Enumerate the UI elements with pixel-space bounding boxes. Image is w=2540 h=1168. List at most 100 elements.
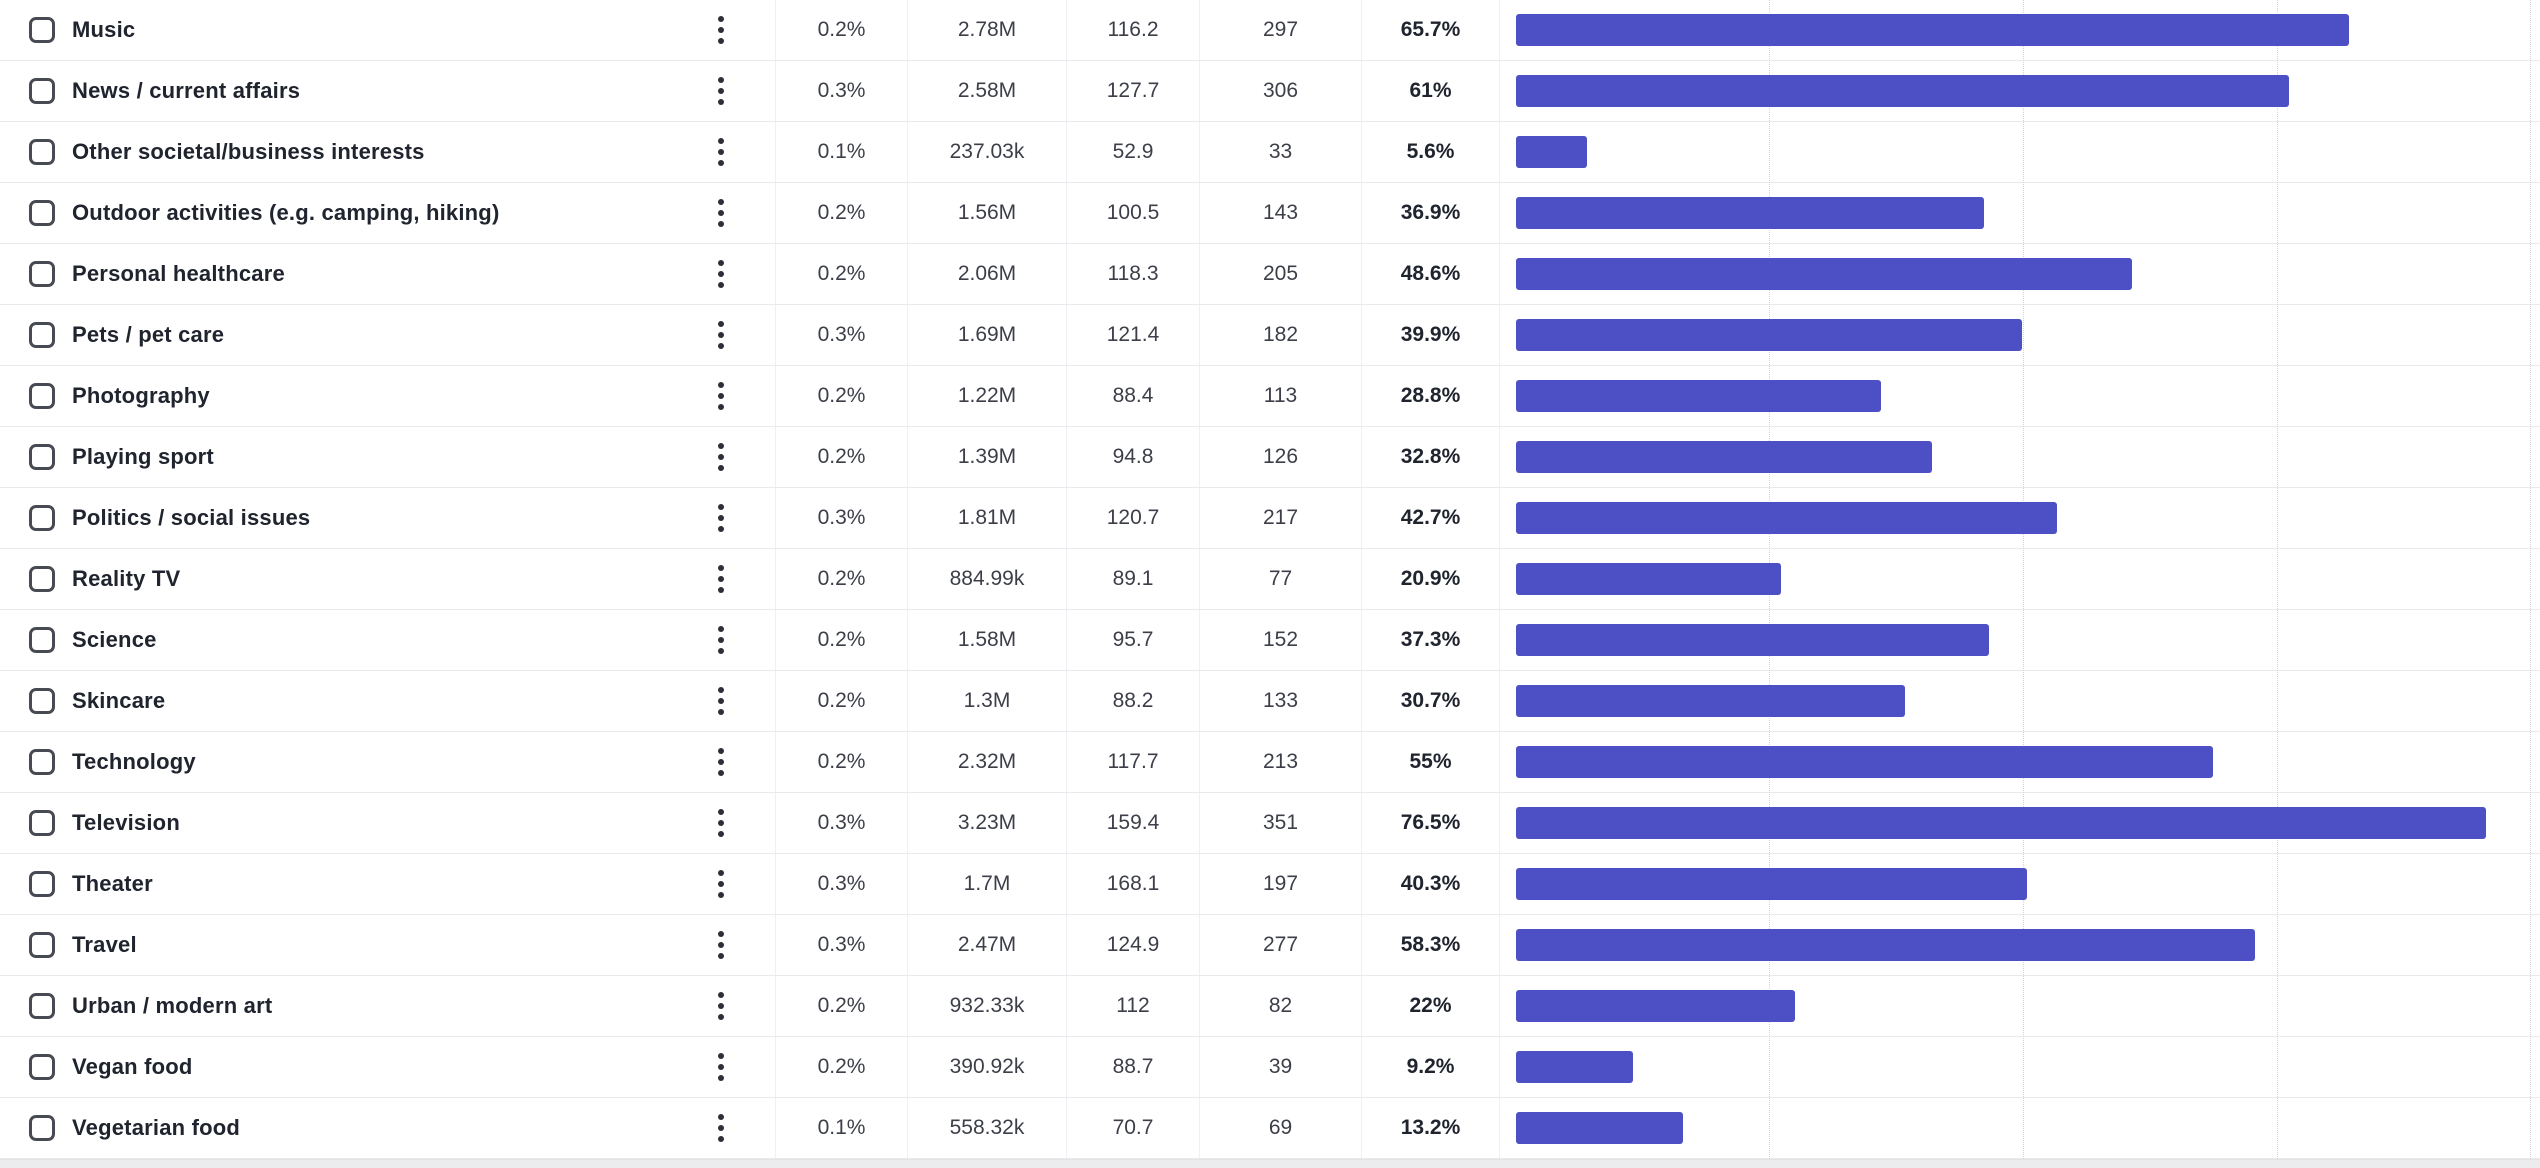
- row-checkbox[interactable]: [29, 566, 55, 592]
- cell-audience-percent: 0.2%: [775, 244, 907, 304]
- row-menu-kebab-icon[interactable]: [703, 8, 739, 52]
- row-menu-kebab-icon[interactable]: [703, 313, 739, 357]
- cell-audience-size: 2.47M: [907, 915, 1066, 975]
- cell-reach-percent: 42.7%: [1361, 488, 1499, 548]
- row-label-cell: Personal healthcare: [0, 244, 775, 304]
- kebab-dot: [718, 931, 724, 937]
- row-checkbox[interactable]: [29, 200, 55, 226]
- cell-audience-size: 1.3M: [907, 671, 1066, 731]
- row-checkbox[interactable]: [29, 139, 55, 165]
- row-label-cell: Science: [0, 610, 775, 670]
- kebab-dot: [718, 1064, 724, 1070]
- row-checkbox[interactable]: [29, 688, 55, 714]
- row-menu-kebab-icon[interactable]: [703, 191, 739, 235]
- row-menu-kebab-icon[interactable]: [703, 801, 739, 845]
- row-checkbox[interactable]: [29, 993, 55, 1019]
- kebab-dot: [718, 282, 724, 288]
- reach-bar: [1516, 746, 2214, 778]
- kebab-dot: [718, 942, 724, 948]
- cell-index: 100.5: [1066, 183, 1199, 243]
- kebab-dot: [718, 881, 724, 887]
- row-checkbox[interactable]: [29, 1054, 55, 1080]
- row-label: Outdoor activities (e.g. camping, hiking…: [72, 200, 500, 225]
- cell-bar-chart: [1499, 915, 2540, 975]
- reach-bar: [1516, 685, 1906, 717]
- kebab-dot: [718, 1014, 724, 1020]
- row-checkbox[interactable]: [29, 1115, 55, 1141]
- row-label: Vegetarian food: [72, 1115, 241, 1140]
- row-label-cell: Playing sport: [0, 427, 775, 487]
- kebab-dot: [718, 149, 724, 155]
- cell-index: 168.1: [1066, 854, 1199, 914]
- row-label-cell: Television: [0, 793, 775, 853]
- cell-audience-size: 1.69M: [907, 305, 1066, 365]
- cell-index: 94.8: [1066, 427, 1199, 487]
- cell-index: 70.7: [1066, 1098, 1199, 1158]
- row-menu-kebab-icon[interactable]: [703, 496, 739, 540]
- kebab-dot: [718, 465, 724, 471]
- kebab-dot: [718, 565, 724, 571]
- cell-audience-percent: 0.3%: [775, 793, 907, 853]
- cell-audience-percent: 0.2%: [775, 183, 907, 243]
- cell-audience-percent: 0.1%: [775, 122, 907, 182]
- cell-bar-chart: [1499, 0, 2540, 60]
- cell-reach-percent: 58.3%: [1361, 915, 1499, 975]
- row-checkbox[interactable]: [29, 627, 55, 653]
- cell-bar-chart: [1499, 549, 2540, 609]
- cell-reach-percent: 22%: [1361, 976, 1499, 1036]
- horizontal-scrollbar[interactable]: [0, 1159, 2540, 1168]
- row-menu-kebab-icon[interactable]: [703, 1106, 739, 1150]
- row-checkbox[interactable]: [29, 932, 55, 958]
- row-checkbox[interactable]: [29, 810, 55, 836]
- cell-responses: 33: [1199, 122, 1361, 182]
- cell-audience-size: 1.7M: [907, 854, 1066, 914]
- cell-bar-chart: [1499, 1098, 2540, 1158]
- table-row: Politics / social issues 0.3% 1.81M 120.…: [0, 488, 2540, 549]
- row-menu-kebab-icon[interactable]: [703, 740, 739, 784]
- row-checkbox[interactable]: [29, 261, 55, 287]
- row-checkbox[interactable]: [29, 505, 55, 531]
- kebab-dot: [718, 393, 724, 399]
- row-checkbox[interactable]: [29, 322, 55, 348]
- row-menu-kebab-icon[interactable]: [703, 130, 739, 174]
- kebab-dot: [718, 637, 724, 643]
- row-menu-kebab-icon[interactable]: [703, 252, 739, 296]
- kebab-dot: [718, 698, 724, 704]
- cell-audience-size: 1.56M: [907, 183, 1066, 243]
- row-menu-kebab-icon[interactable]: [703, 679, 739, 723]
- cell-audience-size: 237.03k: [907, 122, 1066, 182]
- row-menu-kebab-icon[interactable]: [703, 923, 739, 967]
- row-checkbox[interactable]: [29, 383, 55, 409]
- row-checkbox[interactable]: [29, 749, 55, 775]
- row-checkbox[interactable]: [29, 871, 55, 897]
- cell-index: 120.7: [1066, 488, 1199, 548]
- cell-responses: 82: [1199, 976, 1361, 1036]
- row-menu-kebab-icon[interactable]: [703, 557, 739, 601]
- row-menu-kebab-icon[interactable]: [703, 862, 739, 906]
- row-label-cell: Theater: [0, 854, 775, 914]
- row-menu-kebab-icon[interactable]: [703, 984, 739, 1028]
- row-menu-kebab-icon[interactable]: [703, 374, 739, 418]
- row-menu-kebab-icon[interactable]: [703, 1045, 739, 1089]
- cell-index: 88.4: [1066, 366, 1199, 426]
- reach-bar: [1516, 258, 2133, 290]
- row-label: Personal healthcare: [72, 261, 285, 286]
- cell-index: 112: [1066, 976, 1199, 1036]
- row-menu-kebab-icon[interactable]: [703, 618, 739, 662]
- row-checkbox[interactable]: [29, 17, 55, 43]
- row-menu-kebab-icon[interactable]: [703, 69, 739, 113]
- row-label: Music: [72, 17, 136, 42]
- cell-responses: 77: [1199, 549, 1361, 609]
- kebab-dot: [718, 576, 724, 582]
- kebab-dot: [718, 526, 724, 532]
- kebab-dot: [718, 1114, 724, 1120]
- row-menu-kebab-icon[interactable]: [703, 435, 739, 479]
- reach-bar: [1516, 75, 2290, 107]
- row-label: Skincare: [72, 688, 166, 713]
- row-checkbox[interactable]: [29, 78, 55, 104]
- row-checkbox[interactable]: [29, 444, 55, 470]
- reach-bar: [1516, 807, 2487, 839]
- cell-audience-percent: 0.2%: [775, 366, 907, 426]
- cell-reach-percent: 39.9%: [1361, 305, 1499, 365]
